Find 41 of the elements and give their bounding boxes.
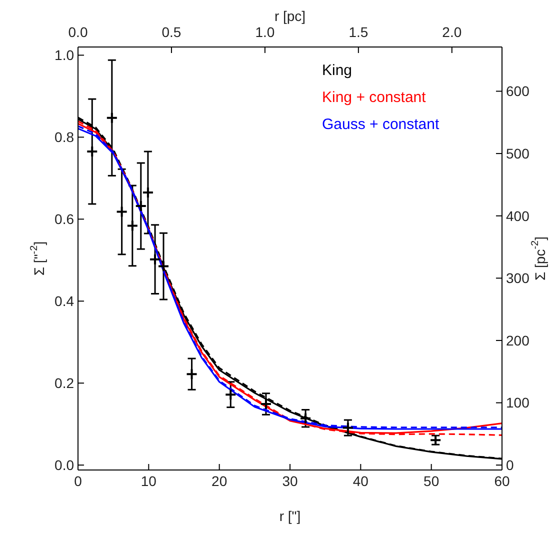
- x2-tick-label: 1.5: [348, 24, 368, 40]
- x2-tick-label: 1.0: [255, 24, 275, 40]
- point: [224, 388, 237, 401]
- point: [186, 368, 198, 380]
- x-tick-label: 30: [282, 472, 298, 489]
- y-tick-label: 0.0: [54, 457, 74, 474]
- point: [106, 112, 118, 124]
- point: [260, 398, 272, 410]
- x-tick-label: 50: [424, 472, 440, 489]
- y2-tick-label: 400: [506, 208, 530, 224]
- y2-tick-label: 200: [506, 332, 530, 348]
- x-tick-label: 10: [140, 472, 157, 489]
- y2-tick-label: 300: [506, 270, 530, 286]
- point: [134, 200, 147, 212]
- x-tick-label: 60: [494, 472, 510, 489]
- x2-tick-label: 2.0: [442, 24, 462, 40]
- point: [300, 412, 312, 424]
- y2-tick-label: 500: [506, 146, 530, 162]
- point: [342, 422, 354, 434]
- y2-tick-label: 600: [506, 83, 530, 100]
- x2-tick-label: 0.0: [68, 24, 88, 40]
- y-tick-label: 1.0: [54, 47, 74, 64]
- point: [142, 186, 154, 199]
- y2-tick-label: 100: [506, 394, 530, 411]
- x2-axis-title: r [pc]: [274, 8, 306, 24]
- x-tick-label: 0: [74, 472, 82, 489]
- y-tick-label: 0.4: [54, 293, 74, 310]
- y2-tick-label: 0: [506, 457, 514, 474]
- point: [86, 146, 98, 158]
- point: [126, 220, 138, 232]
- x2-tick-label: 0.5: [162, 24, 182, 40]
- y-tick-label: 0.8: [54, 129, 74, 146]
- x-axis-title: r ["]: [279, 508, 301, 524]
- text: King + constant: [322, 88, 427, 108]
- text: Gauss + constant: [322, 115, 440, 135]
- x-tick-label: 40: [352, 472, 369, 489]
- y-tick-label: 0.2: [54, 375, 74, 392]
- text: King: [322, 61, 354, 81]
- x-tick-label: 20: [212, 472, 228, 489]
- point: [116, 206, 128, 218]
- y-tick-label: 0.6: [54, 211, 74, 228]
